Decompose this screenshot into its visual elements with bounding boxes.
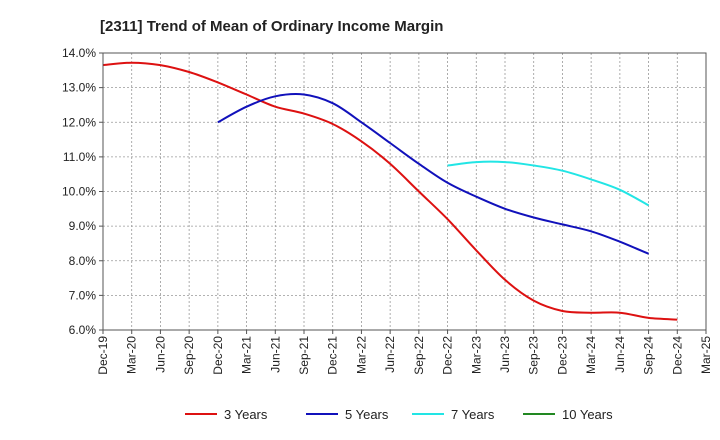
x-tick-label: Jun-24 xyxy=(613,336,627,373)
series-line-3-years xyxy=(102,61,678,321)
x-tick-label: Dec-24 xyxy=(670,336,684,375)
legend: 3 Years 5 Years 7 Years 10 Years xyxy=(185,407,613,422)
legend-label-10-years: 10 Years xyxy=(562,407,613,422)
x-tick-label: Sep-21 xyxy=(297,336,311,375)
x-axis-ticks: Dec-19 Mar-20 Jun-20 Sep-20 Dec-20 Mar-21 Jun-… xyxy=(96,330,713,375)
y-tick-label: 6.0% xyxy=(69,323,97,337)
legend-label-3-years: 3 Years xyxy=(224,407,268,422)
x-tick-label: Sep-20 xyxy=(182,336,196,375)
y-tick-label: 8.0% xyxy=(69,254,97,268)
x-tick-label: Dec-20 xyxy=(211,336,225,375)
y-tick-label: 10.0% xyxy=(62,185,96,199)
x-tick-label: Dec-19 xyxy=(96,336,110,375)
series-lines xyxy=(102,61,678,321)
x-tick-label: Dec-23 xyxy=(555,336,569,375)
y-tick-label: 7.0% xyxy=(69,288,97,302)
y-tick-label: 13.0% xyxy=(62,81,96,95)
x-tick-label: Mar-23 xyxy=(469,336,483,374)
series-line-7-years xyxy=(447,160,650,207)
y-tick-label: 11.0% xyxy=(63,150,96,164)
y-tick-label: 9.0% xyxy=(69,219,97,233)
x-tick-label: Mar-24 xyxy=(584,336,598,374)
x-tick-label: Mar-20 xyxy=(125,336,139,374)
y-tick-label: 12.0% xyxy=(62,115,96,129)
grid xyxy=(103,53,706,330)
x-tick-label: Jun-20 xyxy=(153,336,167,373)
x-tick-label: Jun-22 xyxy=(383,336,397,373)
legend-label-5-years: 5 Years xyxy=(345,407,389,422)
x-tick-label: Dec-22 xyxy=(441,336,455,375)
x-tick-label: Mar-21 xyxy=(240,336,254,374)
series-line-5-years xyxy=(217,93,649,255)
legend-label-7-years: 7 Years xyxy=(451,407,495,422)
x-tick-label: Mar-22 xyxy=(354,336,368,374)
x-tick-label: Sep-22 xyxy=(412,336,426,375)
x-tick-label: Sep-23 xyxy=(527,336,541,375)
x-tick-label: Jun-21 xyxy=(268,336,282,373)
x-tick-label: Sep-24 xyxy=(642,336,656,375)
chart-title: [2311] Trend of Mean of Ordinary Income … xyxy=(100,18,443,35)
x-tick-label: Jun-23 xyxy=(498,336,512,373)
y-axis-ticks: 6.0% 7.0% 8.0% 9.0% 10.0% 11.0% 12.0% 13.0% 14.0… xyxy=(62,46,103,337)
x-tick-label: Dec-21 xyxy=(326,336,340,375)
y-tick-label: 14.0% xyxy=(62,46,96,60)
x-tick-label: Mar-25 xyxy=(699,336,713,374)
